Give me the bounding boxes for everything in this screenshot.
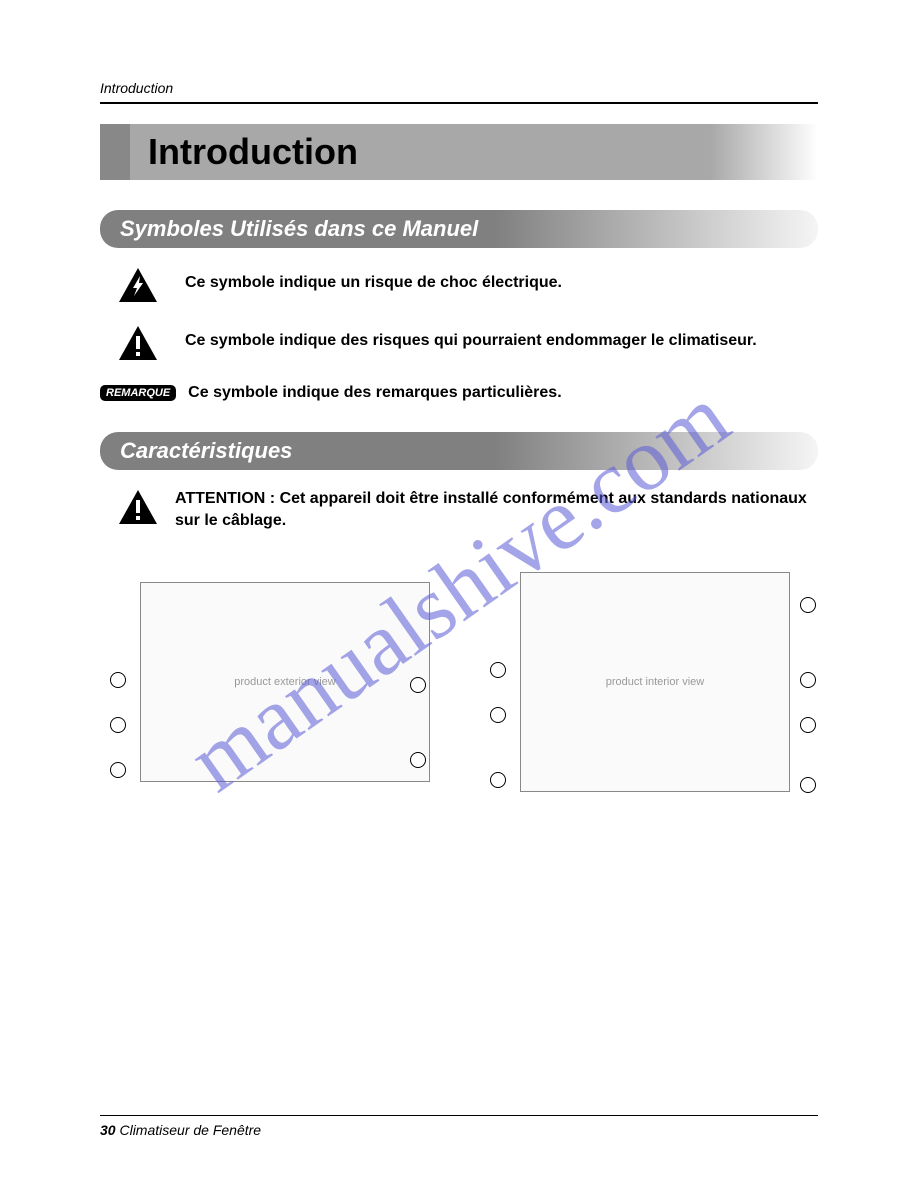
callout-marker [490,772,506,788]
symbol-row-remark: REMARQUE Ce symbole indique des remarque… [100,382,818,404]
diagram-area: product exterior view product interior v… [100,562,818,882]
lightning-triangle-icon [110,266,165,304]
attention-row: ATTENTION : Cet appareil doit être insta… [100,488,818,533]
callout-marker [110,762,126,778]
title-accent-bar [100,124,130,180]
diagram-interior: product interior view [520,572,790,792]
symbol-row-damage: Ce symbole indique des risques qui pourr… [100,324,818,362]
callout-marker [110,717,126,733]
callout-marker [800,672,816,688]
page-footer: 30 Climatiseur de Fenêtre [100,1115,818,1138]
symbol-text-damage: Ce symbole indique des risques qui pourr… [165,324,757,352]
remark-badge: REMARQUE [100,385,176,401]
footer-text: 30 Climatiseur de Fenêtre [100,1122,818,1138]
footer-divider [100,1115,818,1116]
callout-marker [490,662,506,678]
running-header: Introduction [100,80,818,96]
callout-marker [490,707,506,723]
page-title-banner: Introduction [100,124,818,180]
callout-marker [800,597,816,613]
header-divider [100,102,818,104]
footer-title: Climatiseur de Fenêtre [119,1122,261,1138]
section-heading-symbols: Symboles Utilisés dans ce Manuel [100,210,818,248]
attention-text: ATTENTION : Cet appareil doit être insta… [165,488,818,533]
callout-marker [800,777,816,793]
callout-marker [800,717,816,733]
page-title: Introduction [130,124,358,180]
symbol-text-shock: Ce symbole indique un risque de choc éle… [165,266,562,294]
page-number: 30 [100,1122,116,1138]
callout-marker [110,672,126,688]
exclaim-triangle-icon [110,324,165,362]
section-heading-text: Symboles Utilisés dans ce Manuel [120,216,478,241]
symbol-row-shock: Ce symbole indique un risque de choc éle… [100,266,818,304]
diagram-exterior: product exterior view [140,582,430,782]
section-heading-text: Caractéristiques [120,438,292,463]
exclaim-triangle-icon [110,488,165,526]
section-heading-features: Caractéristiques [100,432,818,470]
symbol-text-remark: Ce symbole indique des remarques particu… [176,382,561,404]
